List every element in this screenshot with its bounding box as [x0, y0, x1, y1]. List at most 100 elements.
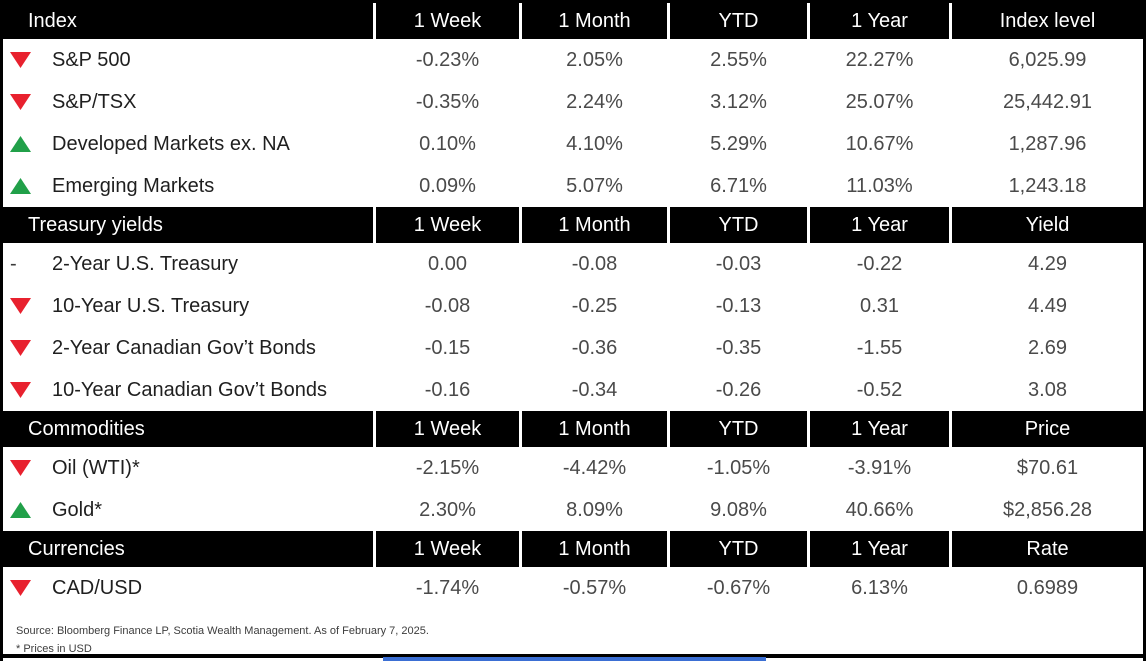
cell-price: $70.61	[1016, 456, 1079, 479]
section-title: Currencies	[3, 531, 373, 567]
cell-1week: -0.15	[424, 336, 471, 359]
col-header-index-level: Index level	[952, 3, 1143, 39]
table-row: 10-Year U.S. Treasury -0.08 -0.25 -0.13 …	[3, 285, 1143, 327]
cell-price: $2,856.28	[1003, 498, 1092, 521]
cell-ytd: 6.71%	[710, 174, 767, 197]
cell-1month: -0.36	[571, 336, 618, 359]
cell-1week: -0.35%	[415, 90, 480, 113]
cell-ytd: -0.26	[715, 378, 762, 401]
section-header-row: Commodities 1 Week 1 Month YTD 1 Year Pr…	[3, 411, 1143, 447]
cell-index-level: 6,025.99	[1008, 48, 1087, 71]
row-label: 2-Year Canadian Gov’t Bonds	[52, 336, 316, 359]
table-row: Oil (WTI)* -2.15% -4.42% -1.05% -3.91% $…	[3, 447, 1143, 489]
prices-note-line: * Prices in USD	[16, 642, 92, 655]
trend-up-icon	[10, 178, 31, 194]
cell-1week: -0.23%	[415, 48, 480, 71]
table-row: 10-Year Canadian Gov’t Bonds -0.16 -0.34…	[3, 369, 1143, 411]
trend-down-icon	[10, 460, 31, 476]
cell-1year: -1.55	[856, 336, 903, 359]
cell-yield: 4.49	[1028, 294, 1067, 317]
cell-1month: -0.57%	[562, 576, 627, 599]
col-header-1month: 1 Month	[522, 531, 667, 567]
footnote: Source: Bloomberg Finance LP, Scotia Wea…	[3, 623, 1143, 658]
cell-1year: 0.31	[860, 294, 899, 317]
cell-1year: -0.52	[856, 378, 903, 401]
cell-ytd: -0.13	[715, 294, 762, 317]
cell-1week: -2.15%	[415, 456, 480, 479]
cell-ytd: -0.35	[715, 336, 762, 359]
cell-1week: 0.00	[428, 252, 467, 275]
col-header-ytd: YTD	[670, 207, 807, 243]
row-label: 10-Year U.S. Treasury	[52, 294, 250, 317]
cell-1year: 25.07%	[845, 90, 914, 113]
cell-1week: 0.09%	[419, 174, 476, 197]
col-header-1year: 1 Year	[810, 207, 949, 243]
col-header-price: Price	[952, 411, 1143, 447]
cell-1month: 8.09%	[566, 498, 623, 521]
col-header-1year: 1 Year	[810, 531, 949, 567]
table-row: 2-Year Canadian Gov’t Bonds -0.15 -0.36 …	[3, 327, 1143, 369]
cell-yield: 2.69	[1028, 336, 1067, 359]
source-line: Source: Bloomberg Finance LP, Scotia Wea…	[16, 625, 429, 637]
table-row: Gold* 2.30% 8.09% 9.08% 40.66% $2,856.28	[3, 489, 1143, 531]
bottom-blue-bar	[383, 657, 766, 661]
trend-up-icon	[10, 502, 31, 518]
cell-index-level: 1,243.18	[1008, 174, 1087, 197]
cell-1month: 4.10%	[566, 132, 623, 155]
section-title: Index	[3, 3, 373, 39]
cell-ytd: 3.12%	[710, 90, 767, 113]
section-header-row: Treasury yields 1 Week 1 Month YTD 1 Yea…	[3, 207, 1143, 243]
cell-1week: -1.74%	[415, 576, 480, 599]
cell-ytd: 5.29%	[710, 132, 767, 155]
cell-1month: -4.42%	[562, 456, 627, 479]
section-commodities: Commodities 1 Week 1 Month YTD 1 Year Pr…	[3, 411, 1143, 531]
col-header-1month: 1 Month	[522, 207, 667, 243]
cell-1year: 22.27%	[845, 48, 914, 71]
cell-1year: -0.22	[856, 252, 903, 275]
section-header-row: Currencies 1 Week 1 Month YTD 1 Year Rat…	[3, 531, 1143, 567]
table-row: S&P/TSX -0.35% 2.24% 3.12% 25.07% 25,442…	[3, 81, 1143, 123]
table-bottom-border	[3, 654, 1143, 658]
row-label: 2-Year U.S. Treasury	[52, 252, 239, 275]
col-header-ytd: YTD	[670, 531, 807, 567]
cell-1month: -0.25	[571, 294, 618, 317]
table-row: Emerging Markets 0.09% 5.07% 6.71% 11.03…	[3, 165, 1143, 207]
cell-1month: -0.08	[571, 252, 618, 275]
section-title: Commodities	[3, 411, 373, 447]
cell-rate: 0.6989	[1016, 576, 1079, 599]
cell-1year: -3.91%	[847, 456, 912, 479]
row-label: 10-Year Canadian Gov’t Bonds	[52, 378, 327, 401]
row-label: Oil (WTI)*	[52, 456, 140, 479]
trend-down-icon	[10, 52, 31, 68]
col-header-1year: 1 Year	[810, 3, 949, 39]
section-header-row: Index 1 Week 1 Month YTD 1 Year Index le…	[3, 3, 1143, 39]
col-header-ytd: YTD	[670, 411, 807, 447]
trend-down-icon	[10, 340, 31, 356]
row-label: CAD/USD	[52, 576, 143, 599]
section-index: Index 1 Week 1 Month YTD 1 Year Index le…	[3, 3, 1143, 207]
cell-yield: 4.29	[1028, 252, 1067, 275]
cell-index-level: 1,287.96	[1008, 132, 1087, 155]
table-row: Developed Markets ex. NA 0.10% 4.10% 5.2…	[3, 123, 1143, 165]
trend-down-icon	[10, 298, 31, 314]
trend-down-icon	[10, 94, 31, 110]
table-row: S&P 500 -0.23% 2.05% 2.55% 22.27% 6,025.…	[3, 39, 1143, 81]
cell-1week: -0.08	[424, 294, 471, 317]
cell-1year: 40.66%	[845, 498, 914, 521]
row-label: S&P 500	[52, 48, 131, 71]
cell-1week: 2.30%	[419, 498, 476, 521]
cell-ytd: 9.08%	[710, 498, 767, 521]
table-row: - 2-Year U.S. Treasury 0.00 -0.08 -0.03 …	[3, 243, 1143, 285]
col-header-1week: 1 Week	[376, 531, 519, 567]
col-header-1month: 1 Month	[522, 3, 667, 39]
cell-1year: 10.67%	[845, 132, 914, 155]
col-header-1week: 1 Week	[376, 3, 519, 39]
cell-1week: 0.10%	[419, 132, 476, 155]
cell-1year: 6.13%	[851, 576, 908, 599]
cell-ytd: -0.03	[715, 252, 762, 275]
cell-1month: 2.24%	[566, 90, 623, 113]
col-header-rate: Rate	[952, 531, 1143, 567]
cell-ytd: -1.05%	[706, 456, 771, 479]
col-header-1week: 1 Week	[376, 207, 519, 243]
